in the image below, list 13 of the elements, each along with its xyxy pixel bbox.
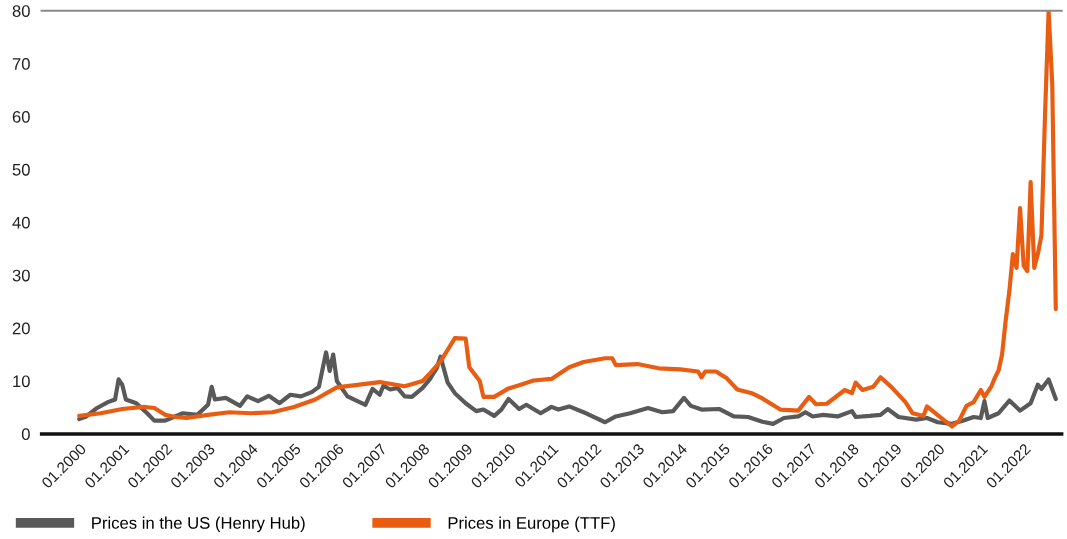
y-tick-label: 20 <box>12 322 30 335</box>
y-tick-label: 80 <box>12 5 30 17</box>
y-tick-label: 50 <box>12 163 30 176</box>
legend-label: Prices in the US (Henry Hub) <box>92 516 305 533</box>
line-series <box>77 10 1058 429</box>
y-tick-label: 0 <box>21 428 30 441</box>
y-tick-label: 30 <box>12 269 30 282</box>
y-tick-label: 70 <box>12 58 30 70</box>
y-tick-label: 10 <box>13 375 30 388</box>
line-series <box>77 350 1058 426</box>
y-tick-label: 40 <box>12 216 30 229</box>
y-tick-label: 60 <box>12 110 30 123</box>
legend-label: Prices in Europe (TTF) <box>448 516 615 533</box>
